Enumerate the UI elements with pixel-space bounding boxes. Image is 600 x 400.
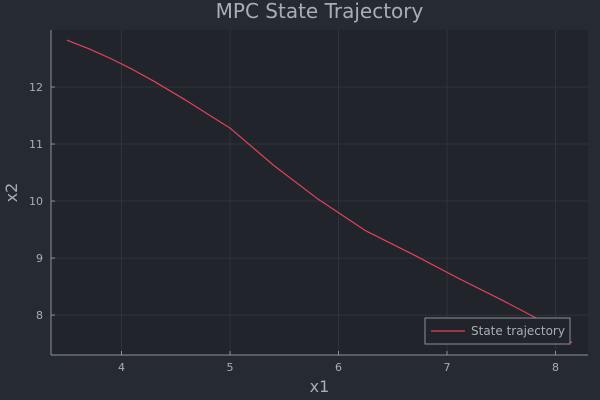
y-tick-label-0: 8 <box>36 309 43 322</box>
x-tick-label-1: 5 <box>227 361 234 374</box>
x-tick-label-3: 7 <box>443 361 450 374</box>
series-layer <box>66 39 573 344</box>
legend-label: State trajectory <box>471 324 565 338</box>
y-tick-label-3: 11 <box>29 138 43 151</box>
axes: 4 5 6 7 8 8 9 10 11 12 <box>29 30 588 374</box>
x-tick-label-0: 4 <box>118 361 125 374</box>
legend: State trajectory <box>424 317 571 345</box>
chart-title: MPC State Trajectory <box>216 0 424 23</box>
x-tick-label-4: 8 <box>552 361 559 374</box>
y-tick-label-2: 10 <box>29 195 43 208</box>
grid <box>51 30 588 355</box>
series-line-0 <box>66 39 573 344</box>
plot-area <box>51 30 588 355</box>
y-tick-label-4: 12 <box>29 81 43 94</box>
y-tick-label-1: 9 <box>36 252 43 265</box>
x-tick-label-2: 6 <box>335 361 342 374</box>
y-axis-label: x2 <box>2 183 21 203</box>
x-axis-label: x1 <box>310 377 330 396</box>
